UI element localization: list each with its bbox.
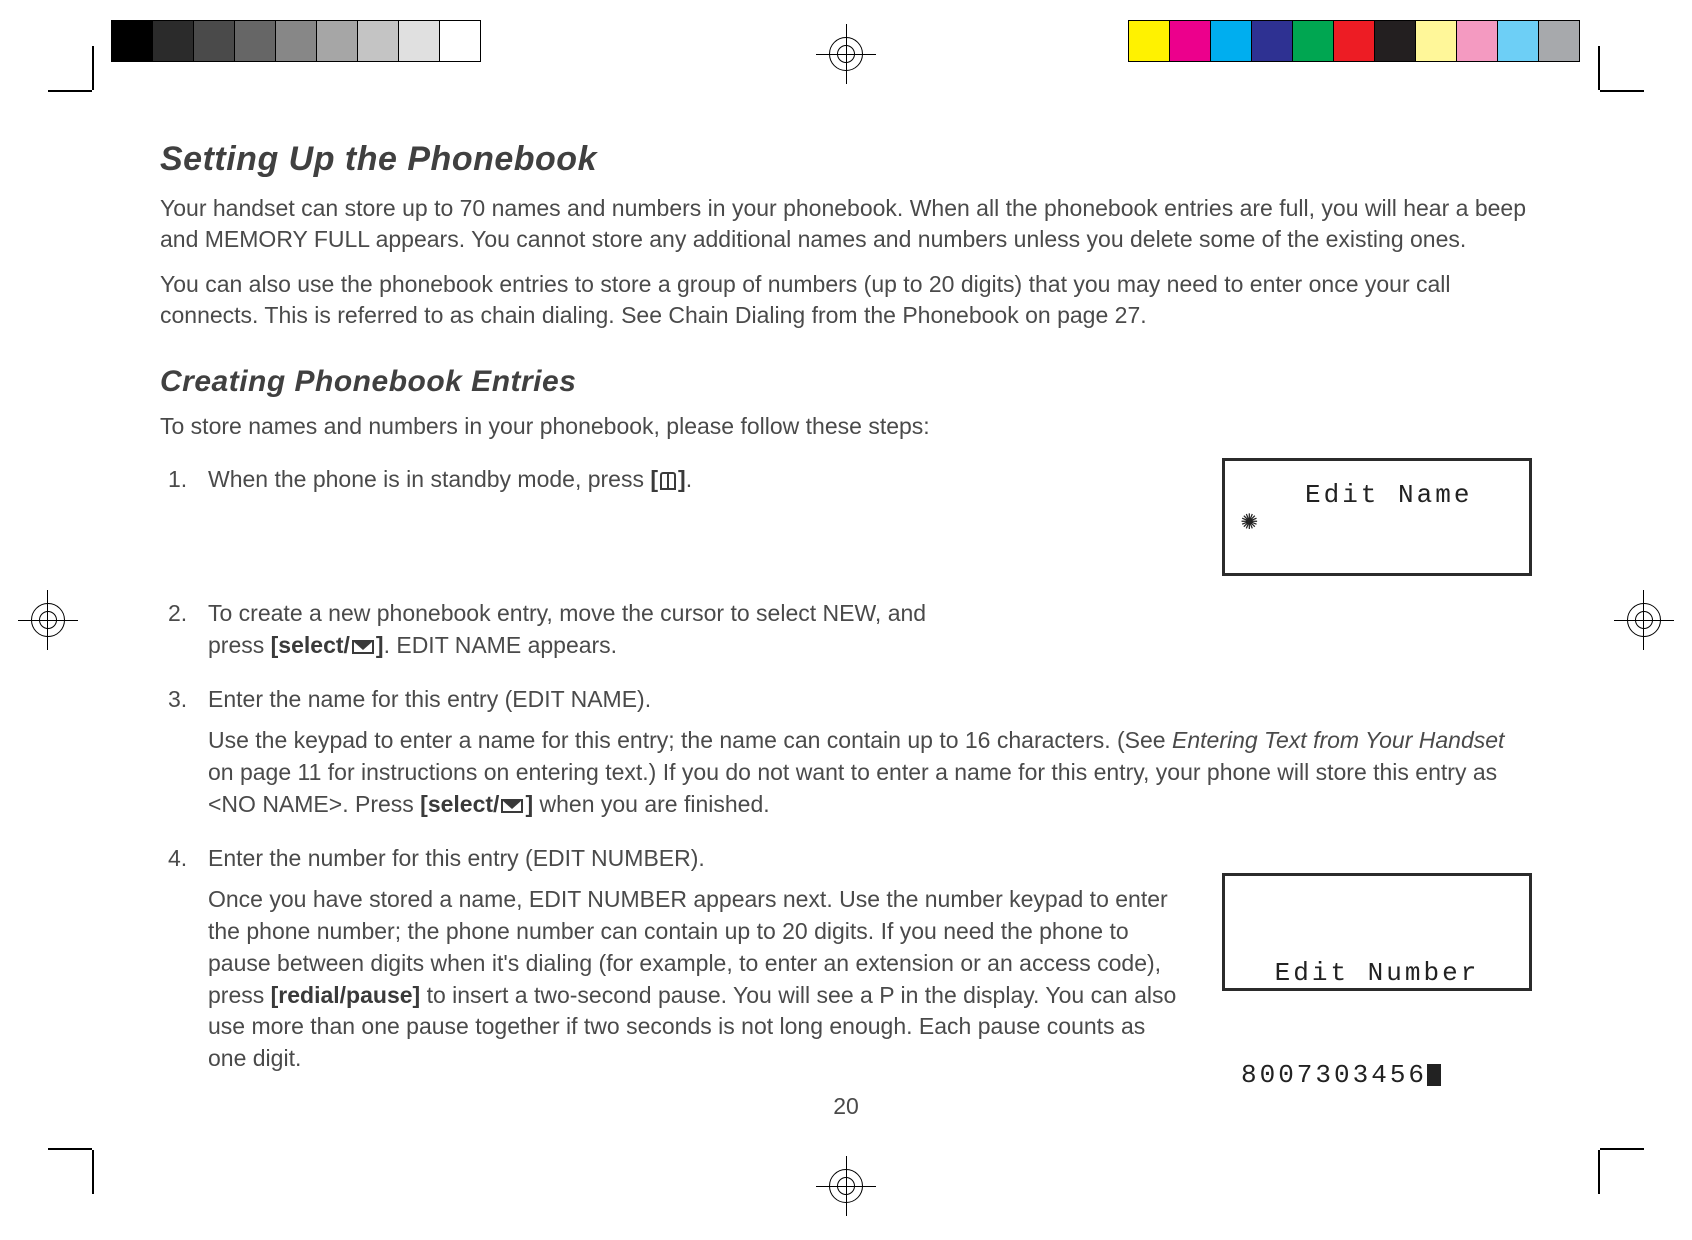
step-1-key-close: ] [678,466,686,492]
page-number: 20 [833,1093,859,1120]
step-2-key-a: [select/ [271,632,350,658]
step-1-text: When the phone is in standby mode, press [208,466,650,492]
step-3: Enter the name for this entry (EDIT NAME… [160,684,1532,821]
steps-list: When the phone is in standby mode, press… [160,464,1532,1075]
step-3-text-b: on page 11 for instructions on entering … [208,759,1497,817]
crop-mark [48,90,92,92]
intro-paragraph-1: Your handset can store up to 70 names an… [160,193,1532,255]
registration-mark-right [1614,590,1674,650]
registration-mark-top [816,24,876,84]
phonebook-icon [660,472,676,490]
step-1: When the phone is in standby mode, press… [160,464,1532,576]
step-3-ref: Entering Text from Your Handset [1172,727,1504,753]
step-4: Enter the number for this entry (EDIT NU… [160,843,1532,1075]
intro-paragraph-3: To store names and numbers in your phone… [160,411,1532,442]
step-1-end: . [686,466,692,492]
step-4-title: Enter the number for this entry (EDIT NU… [208,843,1182,875]
lcd-edit-number-title: Edit Number [1241,957,1513,991]
lcd-edit-name-title: Edit Name [1305,479,1472,513]
step-2-end: . EDIT NAME appears. [384,632,618,658]
grayscale-swatches [112,20,481,62]
envelope-icon [352,640,374,654]
lcd-edit-name: Edit Name ✺ [1222,458,1532,576]
color-swatches [1129,20,1580,62]
step-3-key-a: [select/ [420,791,499,817]
lcd-cursor-icon: ✺ [1241,505,1258,541]
intro-paragraph-2: You can also use the phonebook entries t… [160,269,1532,331]
step-3-title: Enter the name for this entry (EDIT NAME… [208,684,1532,716]
lcd-cursor [1427,1064,1441,1086]
step-1-key-open: [ [650,466,658,492]
crop-mark [1600,1148,1644,1150]
crop-mark [1600,90,1644,92]
heading-setup-phonebook: Setting Up the Phonebook [160,140,1532,179]
step-3-text-c: when you are finished. [533,791,770,817]
envelope-icon [501,799,523,813]
lcd-edit-number-value: 8007303456 [1241,1060,1427,1090]
heading-creating-entries: Creating Phonebook Entries [160,365,1532,399]
page-content: Setting Up the Phonebook Your handset ca… [160,140,1532,1080]
crop-mark [48,1148,92,1150]
step-3-text-a: Use the keypad to enter a name for this … [208,727,1172,753]
step-4-key: [redial/pause] [271,982,421,1008]
step-3-key-b: ] [525,791,533,817]
step-2: To create a new phonebook entry, move th… [160,598,940,661]
registration-mark-left [18,590,78,650]
lcd-edit-number: Edit Number 8007303456 [1222,873,1532,991]
step-2-key-b: ] [376,632,384,658]
registration-mark-bottom [816,1156,876,1216]
